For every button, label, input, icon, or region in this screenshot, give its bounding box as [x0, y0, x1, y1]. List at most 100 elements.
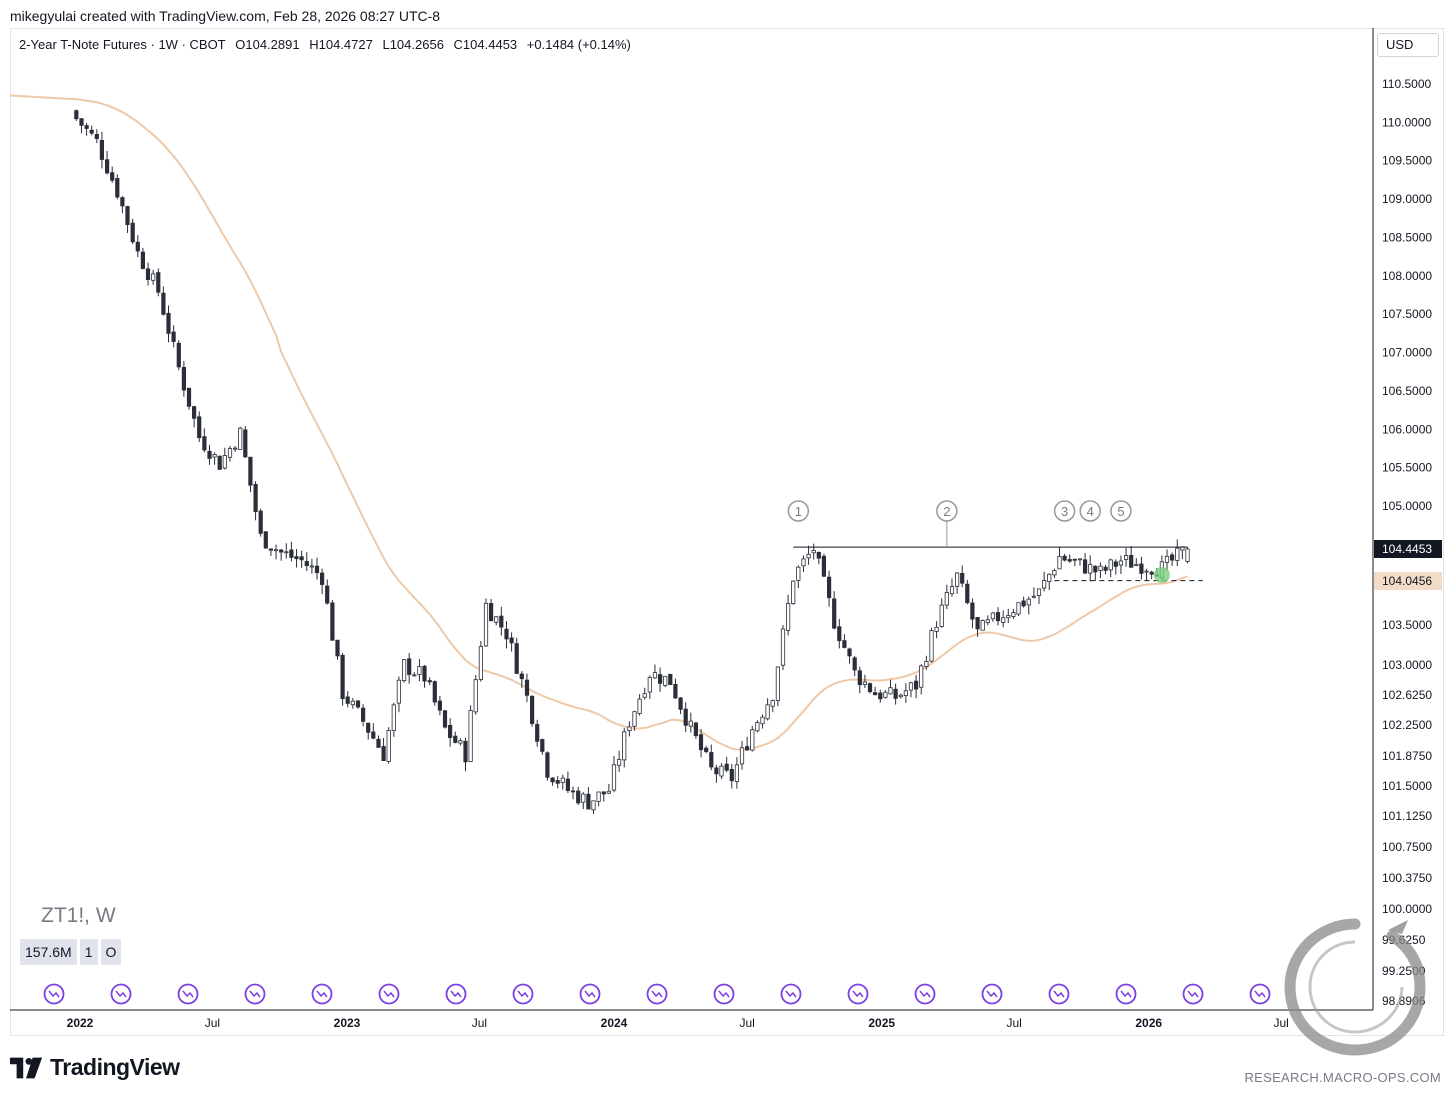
candle [540, 738, 545, 755]
candle-body [258, 510, 263, 534]
candle-body [535, 724, 540, 742]
candle [176, 340, 181, 371]
candle-body [140, 251, 145, 269]
candle-body [1016, 602, 1021, 615]
candle-body [842, 640, 847, 648]
candle-body [852, 657, 857, 671]
candle [1164, 549, 1170, 572]
price-tick: 106.5000 [1382, 384, 1432, 398]
candle-body [99, 139, 104, 160]
candle [1113, 559, 1118, 575]
touch-marker-circle [787, 500, 810, 522]
candle [663, 675, 668, 688]
candle [1175, 539, 1180, 567]
price-tick: 100.3750 [1382, 871, 1432, 885]
candle-body [949, 586, 955, 595]
touch-marker-circle [1079, 500, 1101, 522]
volume-value: 157.6M [20, 939, 77, 965]
candle [289, 541, 294, 562]
candle-body [1134, 563, 1139, 566]
candle [985, 615, 990, 626]
candle [1036, 588, 1042, 605]
price-tick: 105.5000 [1382, 461, 1432, 475]
candle [750, 725, 755, 752]
candle-body [816, 552, 821, 559]
candle-body [960, 573, 965, 584]
candle [693, 721, 699, 739]
candle-body [186, 387, 192, 407]
economic-event-icon [914, 983, 936, 1005]
candle [862, 674, 868, 688]
candle [821, 553, 827, 577]
candle [258, 508, 263, 537]
candle [84, 122, 89, 136]
candle [396, 676, 402, 713]
candle [1052, 568, 1057, 579]
candle-body [570, 790, 576, 793]
event-icon-glyph [919, 990, 931, 998]
currency-selector[interactable]: USD [1377, 33, 1439, 57]
candle-body [647, 677, 652, 693]
event-icon-glyph [48, 990, 60, 998]
time-tick: 2025 [868, 1016, 895, 1030]
candle-body [652, 672, 658, 679]
candle [1103, 564, 1108, 575]
candle-body [704, 747, 709, 752]
candle-body [171, 331, 176, 342]
candle-body [1031, 595, 1036, 598]
tradingview-brand[interactable]: TradingView [10, 1054, 180, 1081]
candle [1088, 555, 1093, 582]
touch-marker-1: 1 [787, 500, 810, 522]
candle-body [105, 159, 110, 174]
candle [1001, 610, 1006, 628]
candle-body [980, 620, 985, 631]
candle [775, 666, 781, 707]
price-tick: 109.0000 [1382, 192, 1432, 206]
candle-body [642, 693, 647, 698]
candle-body [955, 572, 960, 587]
candle [1108, 558, 1113, 578]
candle-body [601, 791, 606, 795]
candle-body [463, 740, 468, 763]
candle [1134, 558, 1139, 567]
candle [345, 691, 350, 708]
ouroboros-watermark-icon [1284, 918, 1426, 1056]
instrument-title: 2-Year T-Note Futures · 1W · CBOT [19, 37, 226, 52]
event-icon-glyph [450, 990, 462, 998]
candle-body [289, 549, 294, 558]
candle-body [975, 617, 980, 630]
candle-body [478, 646, 484, 680]
candle-body [417, 666, 422, 675]
candle-body [565, 778, 571, 791]
candle [596, 791, 601, 807]
economic-event-icon [110, 983, 132, 1005]
candle [550, 777, 555, 786]
candle-body [494, 616, 499, 623]
candle [417, 659, 422, 682]
event-icon-glyph [718, 990, 730, 998]
candle [1129, 546, 1134, 568]
candle [1124, 547, 1129, 567]
candle [1067, 554, 1072, 563]
candle [970, 598, 975, 629]
candle [360, 704, 366, 727]
candle-body [688, 720, 693, 727]
candle-body [888, 687, 893, 695]
candle [335, 639, 340, 660]
candle-body [832, 598, 837, 629]
candle [1083, 553, 1088, 575]
candle-body [1144, 570, 1149, 573]
price-axis: 110.5000 110.0000 109.5000 109.0000 108.5000… [1372, 28, 1442, 1010]
candle-body [965, 583, 970, 604]
candle [852, 655, 857, 676]
candle [652, 664, 658, 679]
candle [514, 637, 519, 675]
candle [786, 594, 791, 636]
candle [130, 218, 135, 245]
candle-body [110, 172, 115, 181]
economic-event-icon [512, 983, 534, 1005]
economic-event-icon [177, 983, 199, 1005]
candle [755, 720, 760, 733]
candle-body [775, 666, 781, 701]
